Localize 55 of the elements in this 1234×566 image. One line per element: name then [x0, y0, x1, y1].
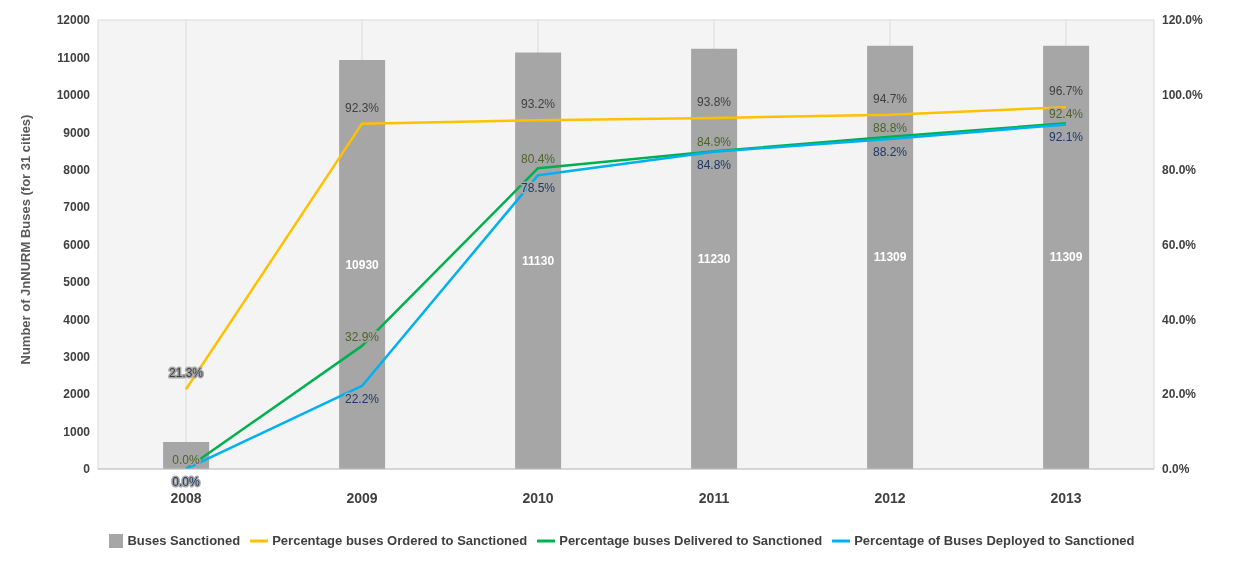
y-tick-label: 2000 — [63, 387, 91, 402]
data-label: 11309 — [1049, 250, 1083, 265]
y-tick-label: 9000 — [63, 125, 91, 140]
data-label: 84.9% — [696, 135, 732, 150]
y-tick-label: 12000 — [56, 13, 91, 28]
legend-label: Buses Sanctioned — [127, 533, 241, 548]
y2-tick-label: 40.0% — [1162, 312, 1197, 327]
y2-tick-label: 80.0% — [1162, 162, 1197, 177]
data-label: 92.3% — [344, 100, 380, 115]
data-label: 93.8% — [696, 95, 732, 110]
data-label: 84.8% — [696, 157, 732, 172]
y-tick-label: 10000 — [56, 88, 91, 103]
data-label: 92.1% — [1048, 130, 1084, 145]
data-label: 10930 — [345, 257, 380, 272]
x-tick-label: 2011 — [698, 489, 730, 506]
y-tick-label: 0 — [83, 462, 91, 477]
data-label: 94.7% — [872, 91, 908, 106]
legend-label: Percentage of Buses Deployed to Sanctioned — [854, 533, 1135, 548]
y-tick-label: 11000 — [57, 50, 91, 65]
data-label: 0.0% — [172, 453, 200, 467]
x-tick-label: 2009 — [346, 489, 378, 506]
data-label: 11130 — [522, 253, 555, 268]
x-tick-label: 2008 — [170, 489, 202, 506]
data-label: 96.7% — [1048, 84, 1084, 99]
bar — [1043, 45, 1090, 469]
y2-tick-label: 0.0% — [1162, 462, 1190, 477]
y2-tick-label: 20.0% — [1162, 387, 1197, 402]
y-tick-label: 5000 — [63, 275, 91, 290]
x-tick-label: 2010 — [522, 489, 554, 506]
data-label: 11230 — [697, 251, 731, 266]
x-tick-label: 2013 — [1050, 489, 1082, 506]
data-label: 88.8% — [872, 120, 908, 135]
y-tick-label: 8000 — [63, 162, 91, 177]
x-tick-label: 2012 — [874, 489, 906, 506]
legend-label: Percentage buses Ordered to Sanctioned — [272, 533, 528, 548]
bar — [515, 52, 562, 469]
y-tick-label: 1000 — [63, 424, 91, 439]
y2-tick-label: 100.0% — [1162, 88, 1204, 103]
y-tick-label: 4000 — [63, 312, 91, 327]
data-label: 93.2% — [520, 97, 556, 112]
y-tick-label: 7000 — [63, 200, 91, 215]
data-label: 80.4% — [520, 152, 556, 167]
y-axis-title: Number of JnNURM Buses (for 31 cities) — [17, 114, 33, 365]
data-label: 92.4% — [1048, 107, 1084, 122]
bar — [867, 45, 914, 469]
legend-label: Percentage buses Delivered to Sanctioned — [559, 533, 823, 548]
bar — [691, 48, 738, 469]
y2-tick-label: 60.0% — [1162, 237, 1197, 252]
y-tick-label: 6000 — [63, 237, 91, 252]
data-label: 88.2% — [872, 144, 908, 159]
data-label: 0.0% — [172, 475, 200, 489]
y-tick-label: 3000 — [63, 350, 91, 365]
data-label: 11309 — [873, 250, 907, 265]
data-label: 22.2% — [344, 391, 380, 406]
y2-tick-label: 120.0% — [1162, 13, 1204, 28]
